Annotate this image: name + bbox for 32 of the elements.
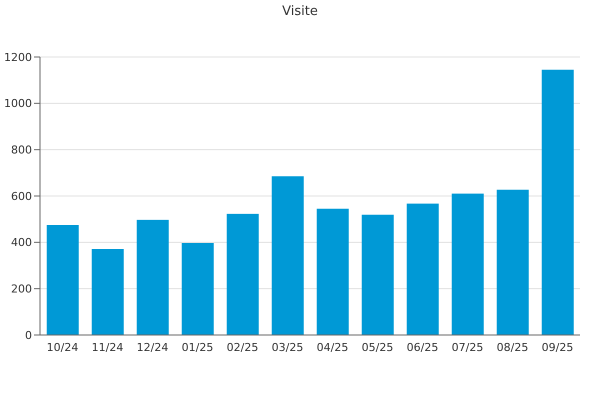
bar: [316, 208, 349, 335]
bar: [362, 214, 394, 335]
x-tick-label: 04/25: [316, 340, 348, 354]
y-tick-label: 600: [11, 190, 32, 203]
bar: [496, 190, 529, 335]
y-tick-label: 200: [11, 282, 32, 296]
bar: [226, 214, 259, 335]
x-tick-label: 10/24: [46, 340, 78, 354]
bar: [92, 249, 124, 335]
y-tick-label: 1200: [4, 50, 32, 64]
x-tick-label: 06/25: [406, 340, 438, 354]
bar: [452, 194, 484, 335]
bar: [46, 224, 79, 335]
bar: [182, 243, 214, 335]
x-tick-label: 01/25: [182, 340, 214, 354]
bar: [136, 220, 169, 335]
y-tick-label: 800: [11, 144, 32, 157]
x-tick-label: 02/25: [226, 340, 258, 354]
x-tick-label: 03/25: [272, 340, 304, 354]
x-tick-label: 12/24: [136, 340, 168, 354]
x-tick-label: 08/25: [496, 340, 528, 354]
y-tick-label: 0: [25, 328, 32, 342]
y-tick-label: 1000: [4, 97, 32, 110]
x-tick-label: 05/25: [362, 340, 394, 354]
bar: [272, 176, 304, 335]
y-tick-label: 400: [11, 236, 32, 250]
x-tick-label: 07/25: [452, 340, 484, 354]
x-tick-label: 11/24: [92, 340, 124, 354]
bar: [542, 70, 574, 335]
chart-title: Visite: [281, 4, 319, 19]
x-tick-label: 09/25: [542, 340, 574, 354]
bar: [406, 204, 439, 335]
